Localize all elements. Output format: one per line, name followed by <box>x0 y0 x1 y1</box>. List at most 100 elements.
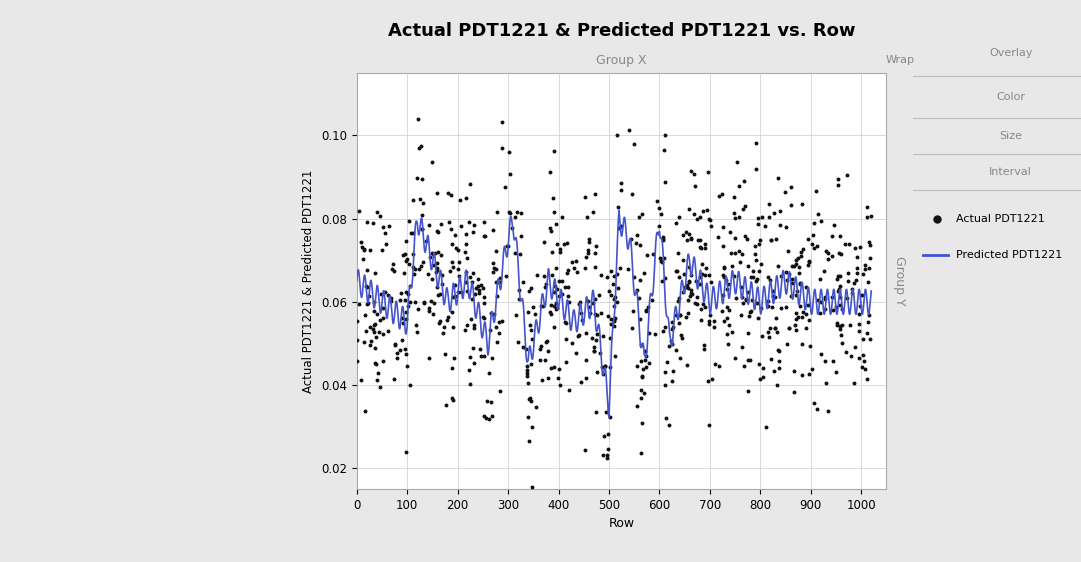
Point <box>633 373 651 382</box>
Point <box>673 333 691 342</box>
Point <box>801 369 818 378</box>
Point <box>548 239 565 248</box>
Point <box>805 398 823 407</box>
Point <box>784 262 801 271</box>
Point <box>858 328 876 337</box>
Point <box>512 232 530 241</box>
Point <box>443 393 461 402</box>
Text: Actual PDT1221: Actual PDT1221 <box>957 214 1045 224</box>
Point <box>358 327 375 336</box>
Point <box>750 266 768 275</box>
Point <box>432 251 450 260</box>
Point <box>560 283 577 292</box>
Point <box>383 293 400 302</box>
Point <box>426 260 443 269</box>
Point <box>710 233 728 242</box>
Point <box>810 209 827 218</box>
Point <box>365 328 383 337</box>
Point <box>549 373 566 382</box>
Point <box>469 274 486 283</box>
Point <box>852 301 869 310</box>
Point <box>761 200 778 209</box>
Point <box>633 209 651 218</box>
Point <box>384 260 401 269</box>
Point <box>693 304 710 313</box>
Point <box>489 207 506 216</box>
Point <box>734 205 751 214</box>
Point <box>476 217 493 226</box>
Point <box>748 165 765 174</box>
Point <box>718 329 735 338</box>
Point <box>432 220 450 229</box>
Point <box>726 234 744 243</box>
Point <box>592 271 610 280</box>
Point <box>719 302 736 311</box>
Point <box>598 408 615 417</box>
Point <box>559 292 576 301</box>
Point <box>636 346 653 355</box>
Point <box>624 307 641 316</box>
Point <box>828 320 845 329</box>
Point <box>386 341 403 350</box>
Point <box>718 276 735 285</box>
Point <box>619 265 637 274</box>
Point <box>449 287 466 296</box>
Point <box>568 257 585 266</box>
Point <box>400 217 417 226</box>
Point <box>419 269 437 278</box>
Point <box>501 170 518 179</box>
Point <box>671 353 689 362</box>
Point <box>766 323 784 332</box>
Point <box>429 282 446 291</box>
Point <box>745 273 762 282</box>
Point <box>472 351 490 360</box>
Point <box>576 446 593 455</box>
Point <box>654 277 671 285</box>
Point <box>449 264 466 273</box>
Point <box>368 359 385 368</box>
Point <box>358 299 375 308</box>
Point <box>425 250 442 259</box>
Point <box>763 236 780 245</box>
Point <box>484 267 502 276</box>
Point <box>793 199 811 208</box>
Point <box>598 273 615 282</box>
Point <box>491 329 508 338</box>
Point <box>600 445 617 454</box>
Point <box>521 393 538 402</box>
Point <box>587 241 604 250</box>
Point <box>444 323 462 332</box>
Point <box>788 287 805 296</box>
Point <box>706 317 723 326</box>
Point <box>357 281 374 290</box>
Point <box>735 176 752 185</box>
Point <box>722 248 739 257</box>
Point <box>791 279 809 288</box>
Point <box>602 267 619 276</box>
Point <box>848 275 865 284</box>
Point <box>461 217 478 226</box>
Point <box>681 230 698 239</box>
Point <box>509 338 526 347</box>
Point <box>790 262 808 271</box>
Point <box>544 271 561 280</box>
Point <box>522 325 539 334</box>
Point <box>398 288 415 297</box>
Point <box>410 143 427 152</box>
Point <box>656 253 673 262</box>
Point <box>350 206 368 215</box>
Point <box>758 423 775 432</box>
Point <box>433 271 451 280</box>
Point <box>640 328 657 337</box>
Point <box>706 359 723 368</box>
Point <box>719 314 736 323</box>
Point <box>480 414 497 423</box>
Point <box>665 367 682 376</box>
Point <box>409 328 426 337</box>
Point <box>362 341 379 350</box>
Point <box>586 189 603 198</box>
Point <box>523 482 540 491</box>
Point <box>830 287 848 296</box>
Point <box>789 253 806 262</box>
Point <box>588 407 605 416</box>
